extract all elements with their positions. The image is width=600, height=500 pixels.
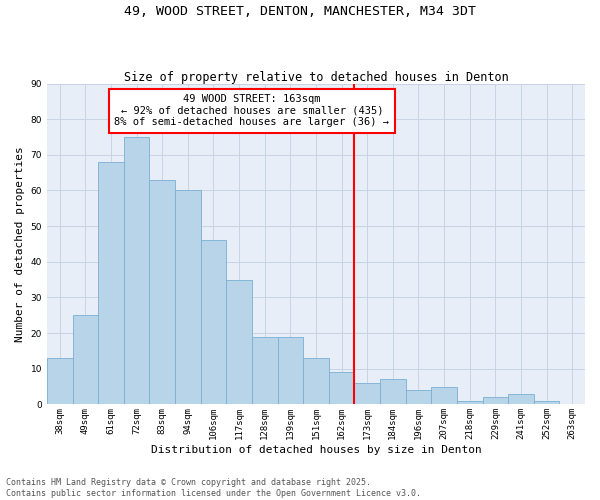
Bar <box>252 336 278 404</box>
Bar <box>508 394 534 404</box>
Bar <box>47 358 73 405</box>
Bar <box>380 380 406 404</box>
Y-axis label: Number of detached properties: Number of detached properties <box>15 146 25 342</box>
Text: 49, WOOD STREET, DENTON, MANCHESTER, M34 3DT: 49, WOOD STREET, DENTON, MANCHESTER, M34… <box>124 5 476 18</box>
Bar <box>329 372 355 404</box>
Bar <box>534 401 559 404</box>
Bar <box>406 390 431 404</box>
Bar <box>482 398 508 404</box>
Bar <box>303 358 329 405</box>
Bar <box>124 137 149 404</box>
Bar <box>200 240 226 404</box>
X-axis label: Distribution of detached houses by size in Denton: Distribution of detached houses by size … <box>151 445 481 455</box>
Bar <box>226 280 252 404</box>
Bar <box>278 336 303 404</box>
Bar <box>457 401 482 404</box>
Text: 49 WOOD STREET: 163sqm
← 92% of detached houses are smaller (435)
8% of semi-det: 49 WOOD STREET: 163sqm ← 92% of detached… <box>115 94 389 128</box>
Bar <box>149 180 175 404</box>
Title: Size of property relative to detached houses in Denton: Size of property relative to detached ho… <box>124 70 508 84</box>
Bar <box>175 190 200 404</box>
Bar <box>73 316 98 404</box>
Bar <box>431 386 457 404</box>
Text: Contains HM Land Registry data © Crown copyright and database right 2025.
Contai: Contains HM Land Registry data © Crown c… <box>6 478 421 498</box>
Bar <box>98 162 124 404</box>
Bar <box>355 383 380 404</box>
